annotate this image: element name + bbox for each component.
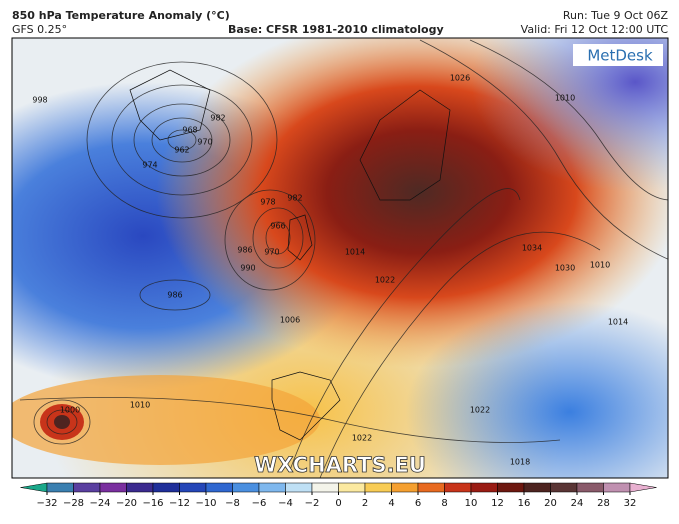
colorbar-label: 10 [465,498,478,509]
colorbar-label: 2 [362,498,368,509]
isobar-label: 1000 [60,406,80,415]
title: 850 hPa Temperature Anomaly (°C) [12,9,230,22]
colorbar-segment [258,482,286,493]
colorbar-segment [497,482,525,493]
colorbar-label: 32 [624,498,637,509]
isobar-label: 982 [210,114,225,123]
isobar-label: 990 [240,264,255,273]
colorbar-segment [311,482,339,493]
isobar-label: 1030 [555,264,575,273]
isobar-label: 982 [287,194,302,203]
isobar-label: 1014 [608,318,628,327]
colorbar-label: 12 [491,498,504,509]
colorbar-segment [179,482,207,493]
valid: Valid: Fri 12 Oct 12:00 UTC [521,23,669,36]
colorbar-end [20,482,48,493]
colorbar-label: 6 [415,498,421,509]
colorbar-label: −8 [225,498,240,509]
colorbar-label: −28 [63,498,84,509]
colorbar-segment [205,482,233,493]
isobar-label: 1034 [522,244,542,253]
isobar-label: 968 [182,126,197,135]
map-frame [11,37,669,479]
base: Base: CFSR 1981-2010 climatology [228,23,444,36]
colorbar-label: −12 [169,498,190,509]
logo: MetDesk [587,47,653,65]
colorbar-label: −10 [195,498,216,509]
colorbar-segment [285,482,313,493]
colorbar-label: 28 [597,498,610,509]
colorbar-label: −4 [278,498,293,509]
colorbar-label: −2 [305,498,320,509]
colorbar-segment [46,482,74,493]
isobar-label: 986 [237,246,252,255]
colorbar-label: 20 [544,498,557,509]
colorbar-label: −6 [252,498,267,509]
model: GFS 0.25° [12,23,67,36]
isobar-label: 970 [197,138,212,147]
isobar-label: 1010 [130,401,150,410]
colorbar-segment [444,482,472,493]
colorbar-segment [232,482,260,493]
colorbar-segment [99,482,127,493]
isobar-label: 1026 [450,74,470,83]
colorbar-segment [338,482,366,493]
isobar-label: 974 [142,161,157,170]
isobar-label: 986 [167,291,182,300]
isobar-label: 1022 [470,406,490,415]
colorbar-segment [576,482,604,493]
colorbar-segment [603,482,631,493]
colorbar-segment [417,482,445,493]
colorbar-label: 8 [441,498,447,509]
isobar-label: 966 [270,222,285,231]
colorbar-label: 4 [388,498,394,509]
colorbar-label: 24 [571,498,584,509]
colorbar-segment [470,482,498,493]
colorbar-end [629,482,657,493]
colorbar-segment [523,482,551,493]
isobar-label: 998 [32,96,47,105]
colorbar-label: −24 [89,498,110,509]
colorbar-label: 0 [335,498,341,509]
run: Run: Tue 9 Oct 06Z [563,9,669,22]
colorbar-label: 16 [518,498,531,509]
isobar-label: 1022 [352,434,372,443]
watermark: WXCHARTS.EU [254,453,426,477]
colorbar-label: −16 [142,498,163,509]
colorbar-segment [550,482,578,493]
colorbar-label: −20 [116,498,137,509]
isobar-label: 1018 [510,458,530,467]
isobar-label: 978 [260,198,275,207]
isobar-label: 962 [174,146,189,155]
map [12,38,668,478]
colorbar-label: −32 [36,498,57,509]
isobar-label: 1014 [345,248,365,257]
logo-box [573,44,663,66]
colorbar-segment [391,482,419,493]
isobar-label: 1010 [590,261,610,270]
colorbar-segment [364,482,392,493]
colorbar-segment [152,482,180,493]
isobar-label: 1006 [280,316,300,325]
colorbar-segment [73,482,101,493]
isobar-label: 970 [264,248,279,257]
isobar-label: 1010 [555,94,575,103]
isobar-label: 1022 [375,276,395,285]
colorbar-segment [126,482,154,493]
